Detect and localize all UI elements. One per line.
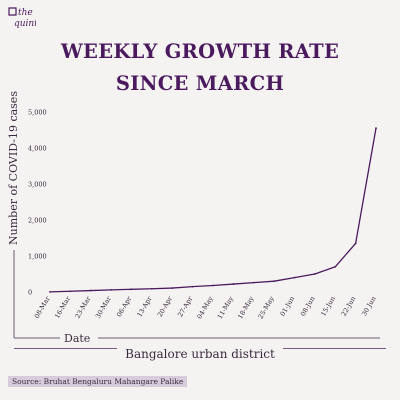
x-tick-label: 11-May (216, 295, 235, 321)
data-point (273, 280, 276, 283)
x-tick-label: 01-Jun (279, 295, 297, 318)
x-tick-label: 08-Jun (299, 295, 317, 318)
x-ticks: 08-Mar 16-Mar 23-Mar 30-Mar 06-Apr 13-Apr 20-A… (33, 294, 378, 320)
x-tick-label: 30-Mar (94, 294, 113, 320)
data-point (110, 288, 113, 291)
data-point (252, 281, 255, 284)
data-point (212, 284, 214, 287)
data-point (150, 287, 153, 290)
data-point (89, 289, 92, 292)
series-line-group (49, 127, 377, 293)
x-tick-label: 06-Apr (115, 294, 134, 318)
data-point (313, 273, 316, 275)
y-ticks: 0 1,000 2,000 3,000 4,000 5,000 (28, 109, 47, 297)
chart-axes (13, 250, 380, 339)
data-point (171, 287, 174, 289)
x-tick-label: 04-May (195, 295, 214, 321)
y-axis-label: Number of COVID-19 cases (7, 91, 20, 245)
title-line-1: WEEKLY GROWTH RATE (60, 40, 340, 63)
logo-text-quint: quint (14, 19, 36, 29)
x-tick-label: 13-Apr (135, 294, 154, 318)
x-tick-label: 22-Jun (340, 295, 358, 318)
data-point (69, 290, 72, 293)
y-tick-label: 2,000 (28, 217, 47, 225)
x-tick-label: 08-Mar (33, 294, 52, 320)
y-tick-label: 4,000 (28, 145, 47, 153)
data-point (334, 265, 337, 268)
x-tick-label: 20-Apr (156, 294, 175, 318)
quint-logo-icon: the quint (8, 7, 36, 29)
x-tick-label: 16-Mar (53, 294, 72, 320)
data-point (232, 283, 235, 285)
data-point (130, 288, 133, 291)
y-tick-label: 5,000 (28, 109, 47, 117)
footer-label-wrap: Bangalore urban district (14, 343, 386, 362)
data-point (191, 285, 194, 288)
x-tick-label: 25-May (257, 295, 276, 321)
series-line (49, 128, 377, 293)
x-tick-label: 15-Jun (319, 295, 337, 318)
y-tick-label: 3,000 (28, 181, 47, 189)
x-tick-label: 27-Apr (176, 294, 195, 318)
source-badge: Source: Bruhat Bengaluru Mahangare Palik… (8, 376, 188, 387)
y-tick-label: 1,000 (28, 253, 47, 261)
data-point (293, 276, 296, 279)
logo-text-the: the (18, 8, 33, 18)
y-tick-label: 0 (28, 289, 32, 297)
title-line-2: SINCE MARCH (115, 72, 285, 95)
data-point (375, 127, 377, 130)
data-point (49, 290, 51, 293)
x-tick-label: 30 Jun (360, 295, 378, 317)
x-tick-label: 23-Mar (73, 294, 92, 320)
page-title: WEEKLY GROWTH RATE SINCE MARCH (30, 36, 370, 100)
x-tick-label: 18-May (236, 295, 255, 321)
footer-label: Bangalore urban district (117, 347, 283, 361)
data-point (354, 242, 357, 245)
x-axis-label: Date (64, 332, 90, 345)
